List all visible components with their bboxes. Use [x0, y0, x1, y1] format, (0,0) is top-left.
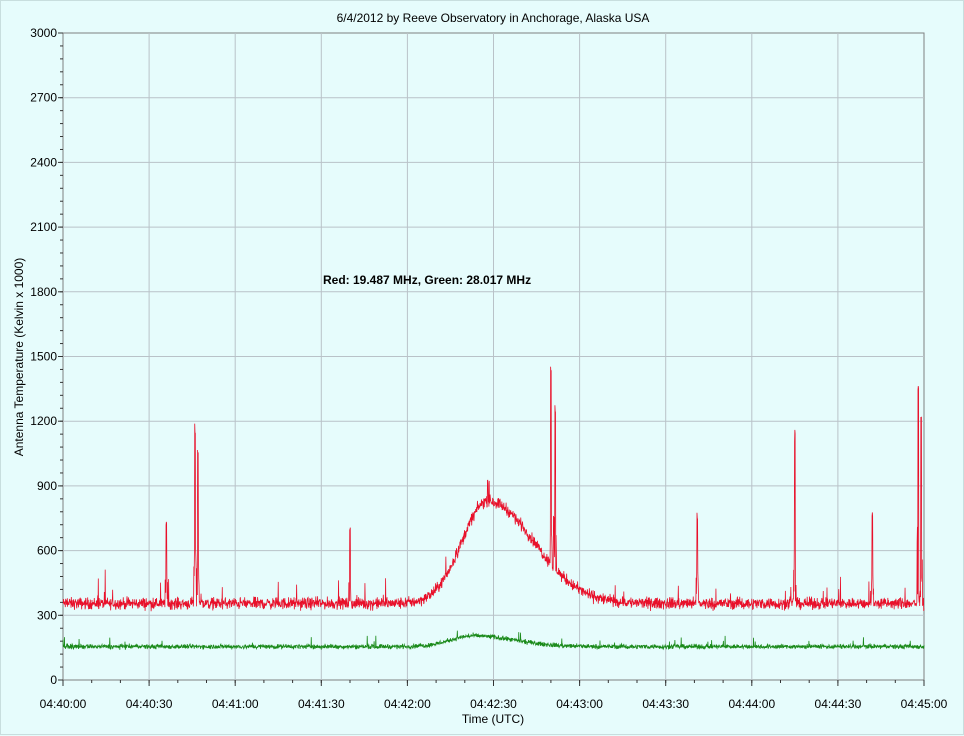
chart-title: 6/4/2012 by Reeve Observatory in Anchora…	[337, 11, 650, 25]
y-tick-label: 900	[37, 479, 57, 493]
x-tick-labels: 04:40:00 04:40:30 04:41:00 04:41:30 04:42:00…	[40, 697, 948, 711]
series-line-red	[62, 366, 925, 612]
x-tick-label: 04:43:00	[556, 697, 603, 711]
y-tick-labels: 0 300 600 900 1200 1500 1800 2100 2400 2700 3000	[30, 26, 57, 687]
y-tick-label: 2400	[30, 155, 57, 169]
y-tick-label: 3000	[30, 26, 57, 40]
y-tick-label: 2100	[30, 220, 57, 234]
series-layer	[62, 366, 925, 651]
x-tick-label: 04:44:00	[728, 697, 775, 711]
x-tick-label: 04:40:30	[126, 697, 173, 711]
y-tick-label: 300	[37, 608, 57, 622]
x-tick-label: 04:40:00	[40, 697, 87, 711]
x-tick-label: 04:44:30	[815, 697, 862, 711]
y-tick-label: 1800	[30, 285, 57, 299]
series-line-green	[62, 630, 925, 651]
y-tick-label: 1200	[30, 414, 57, 428]
x-axis-title: Time (UTC)	[462, 712, 524, 726]
y-tick-label: 0	[50, 673, 57, 687]
y-tick-label: 600	[37, 544, 57, 558]
x-tick-label: 04:45:00	[901, 697, 948, 711]
grid-lines	[63, 33, 924, 680]
x-tick-label: 04:42:00	[384, 697, 431, 711]
x-tick-label: 04:41:00	[212, 697, 259, 711]
x-tick-label: 04:41:30	[298, 697, 345, 711]
x-tick-label: 04:43:30	[642, 697, 689, 711]
x-tick-label: 04:42:30	[470, 697, 517, 711]
y-axis-title: Antenna Temperature (Kelvin x 1000)	[12, 258, 26, 457]
y-tick-label: 1500	[30, 350, 57, 364]
minor-ticks	[58, 32, 925, 686]
chart-annotation: Red: 19.487 MHz, Green: 28.017 MHz	[323, 273, 531, 287]
y-tick-label: 2700	[30, 91, 57, 105]
